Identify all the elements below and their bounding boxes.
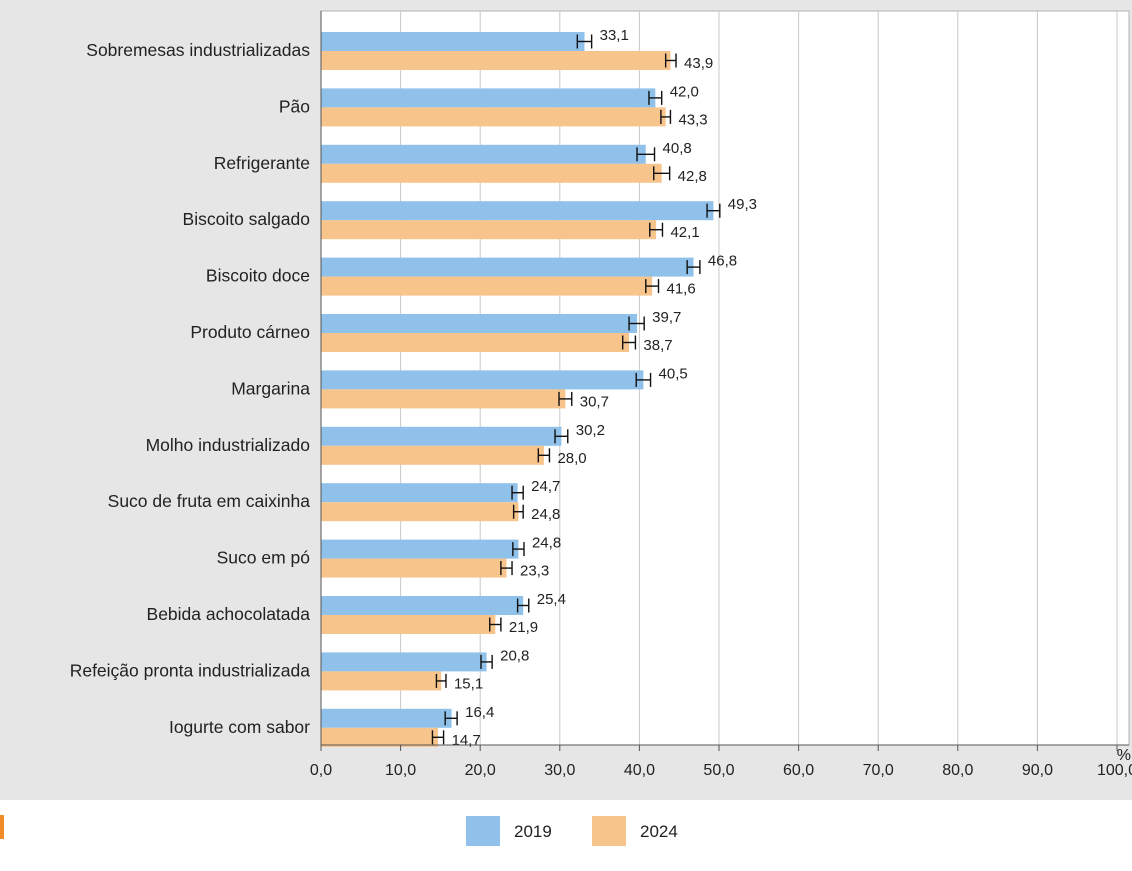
category-labels: Sobremesas industrializadas Pão Refrigeran… [70, 40, 311, 737]
bar-2024 [321, 107, 666, 127]
value-label: 39,7 [652, 309, 681, 326]
category-label: Refeição pronta industrializada [70, 660, 311, 680]
value-label: 43,9 [684, 55, 713, 72]
category-label: Sobremesas industrializadas [86, 40, 310, 60]
category-label: Margarina [231, 378, 310, 398]
category-label: Iogurte com sabor [169, 717, 310, 737]
bar-2024 [321, 445, 544, 465]
x-tick-label: 50,0 [703, 762, 734, 779]
bar-2019 [321, 370, 644, 390]
value-label: 33,1 [600, 27, 629, 44]
value-label: 30,7 [580, 393, 609, 410]
value-label: 42,1 [670, 224, 699, 241]
category-label: Molho industrializado [146, 435, 310, 455]
legend-swatch-2024 [592, 816, 626, 846]
value-label: 25,4 [537, 591, 566, 608]
bar-2024 [321, 333, 630, 352]
category-label: Bebida achocolatada [147, 604, 311, 624]
value-label: 15,1 [454, 675, 483, 692]
bar-2019 [321, 201, 714, 221]
bars: 33,1 43,9 42,0 43,3 40,8 42,8 49,3 42,1 46,8 41,6… [321, 27, 757, 749]
bar-2024 [321, 671, 442, 691]
x-tick-label: 80,0 [942, 762, 973, 779]
legend-label: 2024 [640, 822, 678, 841]
x-tick-label: 20,0 [465, 762, 496, 779]
value-label: 38,7 [643, 337, 672, 354]
bar-2019 [321, 708, 452, 728]
value-label: 40,8 [663, 140, 692, 157]
x-tick-label: 60,0 [783, 762, 814, 779]
x-axis: 0,0 10,0 20,0 30,0 40,0 50,0 60,0 70,0 80,0 90,0 1… [310, 11, 1132, 779]
value-label: 43,3 [678, 111, 707, 128]
value-label: 40,5 [659, 365, 688, 382]
category-label: Produto cárneo [190, 322, 310, 342]
bar-2024 [321, 276, 653, 296]
value-label: 28,0 [557, 450, 586, 467]
value-label: 23,3 [520, 563, 549, 580]
value-label: 21,9 [509, 619, 538, 636]
value-label: 30,2 [576, 422, 605, 439]
x-tick-label: 100,0 [1097, 762, 1132, 779]
bar-2019 [321, 88, 656, 108]
x-tick-label: 30,0 [544, 762, 575, 779]
value-label: 14,7 [452, 732, 481, 749]
bar-2019 [321, 652, 487, 672]
legend-swatch-2019 [466, 816, 500, 846]
category-label: Suco em pó [217, 548, 310, 568]
bar-2024 [321, 389, 566, 409]
value-label: 24,8 [532, 535, 561, 552]
bar-2019 [321, 257, 694, 277]
bar-2024 [321, 51, 671, 70]
bar-2019 [321, 483, 518, 503]
value-label: 42,0 [670, 83, 699, 100]
bar-2024 [321, 163, 662, 183]
bar-2024 [321, 727, 439, 747]
x-tick-label: 90,0 [1022, 762, 1053, 779]
category-label: Biscoito doce [206, 266, 310, 286]
legend-background [0, 800, 1132, 866]
category-label: Refrigerante [214, 153, 310, 173]
category-label: Pão [279, 96, 310, 116]
bar-2019 [321, 314, 638, 333]
value-label: 46,8 [708, 253, 737, 270]
value-label: 24,8 [531, 506, 560, 523]
bar-2019 [321, 426, 562, 446]
accent-marker [0, 815, 4, 839]
bar-2019 [321, 32, 585, 51]
category-label: Biscoito salgado [183, 209, 310, 229]
value-label: 20,8 [500, 647, 529, 664]
x-tick-label: 0,0 [310, 762, 332, 779]
value-label: 49,3 [728, 196, 757, 213]
bar-2019 [321, 144, 646, 164]
bar-2024 [321, 558, 507, 578]
x-tick-label: 40,0 [624, 762, 655, 779]
bar-2019 [321, 539, 519, 559]
value-label: 24,7 [531, 478, 560, 495]
x-tick-label: 10,0 [385, 762, 416, 779]
legend: 2019 2024 [466, 816, 678, 846]
value-label: 42,8 [678, 168, 707, 185]
bar-2024 [321, 220, 657, 240]
bar-2019 [321, 596, 524, 615]
x-tick-label: 70,0 [863, 762, 894, 779]
bar-2024 [321, 502, 519, 522]
legend-label: 2019 [514, 822, 552, 841]
value-label: 16,4 [465, 704, 494, 721]
value-label: 41,6 [667, 281, 696, 298]
bar-2024 [321, 615, 496, 634]
category-label: Suco de fruta em caixinha [108, 491, 311, 511]
x-axis-unit: % [1117, 747, 1131, 764]
